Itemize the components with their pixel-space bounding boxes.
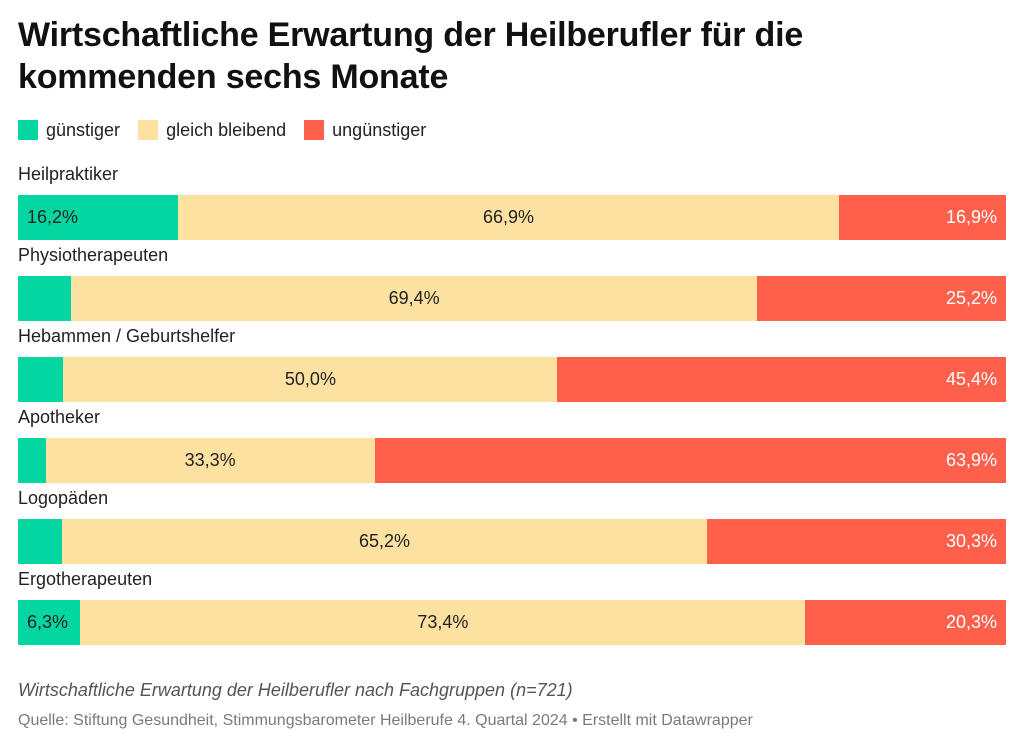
data-label: 16,2% — [27, 207, 79, 227]
legend-label: ungünstiger — [332, 119, 427, 140]
data-label: 73,4% — [417, 612, 469, 632]
bar-segment-guenstiger — [18, 276, 72, 321]
bar-segment-unguenstiger: 16,9% — [839, 195, 1006, 240]
data-label: 50,0% — [284, 369, 336, 389]
bar-row: Logopäden 65,2% 30,3% — [18, 484, 1006, 565]
stacked-bar: 69,4% 25,2% — [18, 276, 1006, 321]
data-label: 63,9% — [945, 450, 997, 470]
legend-item-guenstiger: günstiger — [18, 120, 120, 141]
data-label: 6,3% — [27, 612, 69, 632]
bar-segment-gleich: 69,4% — [71, 276, 758, 321]
category-label: Logopäden — [18, 488, 109, 508]
chart-caption: Wirtschaftliche Erwartung der Heilberufl… — [18, 680, 573, 700]
legend-label: gleich bleibend — [166, 119, 287, 140]
legend-item-gleich: gleich bleibend — [138, 120, 286, 141]
bar-segment-guenstiger: 6,3% — [18, 600, 81, 645]
bar-row: Ergotherapeuten 6,3% 73,4% 20,3% — [18, 565, 1006, 646]
chart-title: Wirtschaftliche Erwartung der Heilberufl… — [18, 16, 804, 96]
data-label: 33,3% — [184, 450, 236, 470]
legend-swatch-guenstiger — [18, 120, 38, 140]
stacked-bar: 50,0% 45,4% — [18, 357, 1006, 402]
bar-segment-guenstiger: 16,2% — [18, 195, 179, 240]
bar-segment-gleich: 73,4% — [80, 600, 806, 645]
data-label: 45,4% — [945, 369, 997, 389]
bar-segment-guenstiger — [18, 519, 63, 564]
data-label: 20,3% — [945, 612, 997, 632]
bar-row: Heilpraktiker 16,2% 66,9% 16,9% — [18, 160, 1006, 241]
bar-row: Apotheker 33,3% 63,9% — [18, 403, 1006, 484]
bar-segment-gleich: 66,9% — [178, 195, 840, 240]
legend-swatch-unguenstiger — [304, 120, 325, 140]
bar-segment-gleich: 33,3% — [45, 438, 375, 483]
bar-segment-unguenstiger: 25,2% — [757, 276, 1006, 321]
legend-item-unguenstiger: ungünstiger — [304, 120, 426, 141]
data-label: 66,9% — [483, 207, 535, 227]
stacked-bar: 33,3% 63,9% — [18, 438, 1006, 483]
stacked-bar-chart: Heilpraktiker 16,2% 66,9% 16,9% Physiotherap… — [18, 160, 1006, 646]
bar-segment-unguenstiger: 20,3% — [805, 600, 1006, 645]
data-label: 16,9% — [945, 207, 997, 227]
data-label: 30,3% — [945, 531, 997, 551]
chart-legend: günstiger gleich bleibend ungünstiger — [18, 116, 444, 144]
bar-segment-unguenstiger: 45,4% — [557, 357, 1006, 402]
data-label: 69,4% — [388, 288, 440, 308]
category-label: Ergotherapeuten — [18, 569, 153, 589]
stacked-bar: 6,3% 73,4% 20,3% — [18, 600, 1006, 645]
bar-segment-guenstiger — [18, 357, 64, 402]
legend-label: günstiger — [46, 119, 121, 140]
bar-segment-unguenstiger: 30,3% — [706, 519, 1006, 564]
bar-row: Hebammen / Geburtshelfer 50,0% 45,4% — [18, 322, 1006, 403]
stacked-bar: 16,2% 66,9% 16,9% — [18, 195, 1006, 240]
category-label: Hebammen / Geburtshelfer — [18, 326, 236, 346]
category-label: Apotheker — [18, 407, 101, 427]
data-label: 25,2% — [945, 288, 997, 308]
data-label: 65,2% — [359, 531, 411, 551]
legend-swatch-gleich — [138, 120, 159, 140]
category-label: Heilpraktiker — [18, 164, 119, 184]
bar-segment-gleich: 65,2% — [62, 519, 707, 564]
stacked-bar: 65,2% 30,3% — [18, 519, 1006, 564]
chart-source: Quelle: Stiftung Gesundheit, Stimmungsba… — [18, 712, 753, 729]
bar-row: Physiotherapeuten 69,4% 25,2% — [18, 241, 1006, 322]
bar-segment-gleich: 50,0% — [63, 357, 558, 402]
bar-segment-guenstiger — [18, 438, 46, 483]
category-label: Physiotherapeuten — [18, 245, 169, 265]
bar-segment-unguenstiger: 63,9% — [374, 438, 1006, 483]
